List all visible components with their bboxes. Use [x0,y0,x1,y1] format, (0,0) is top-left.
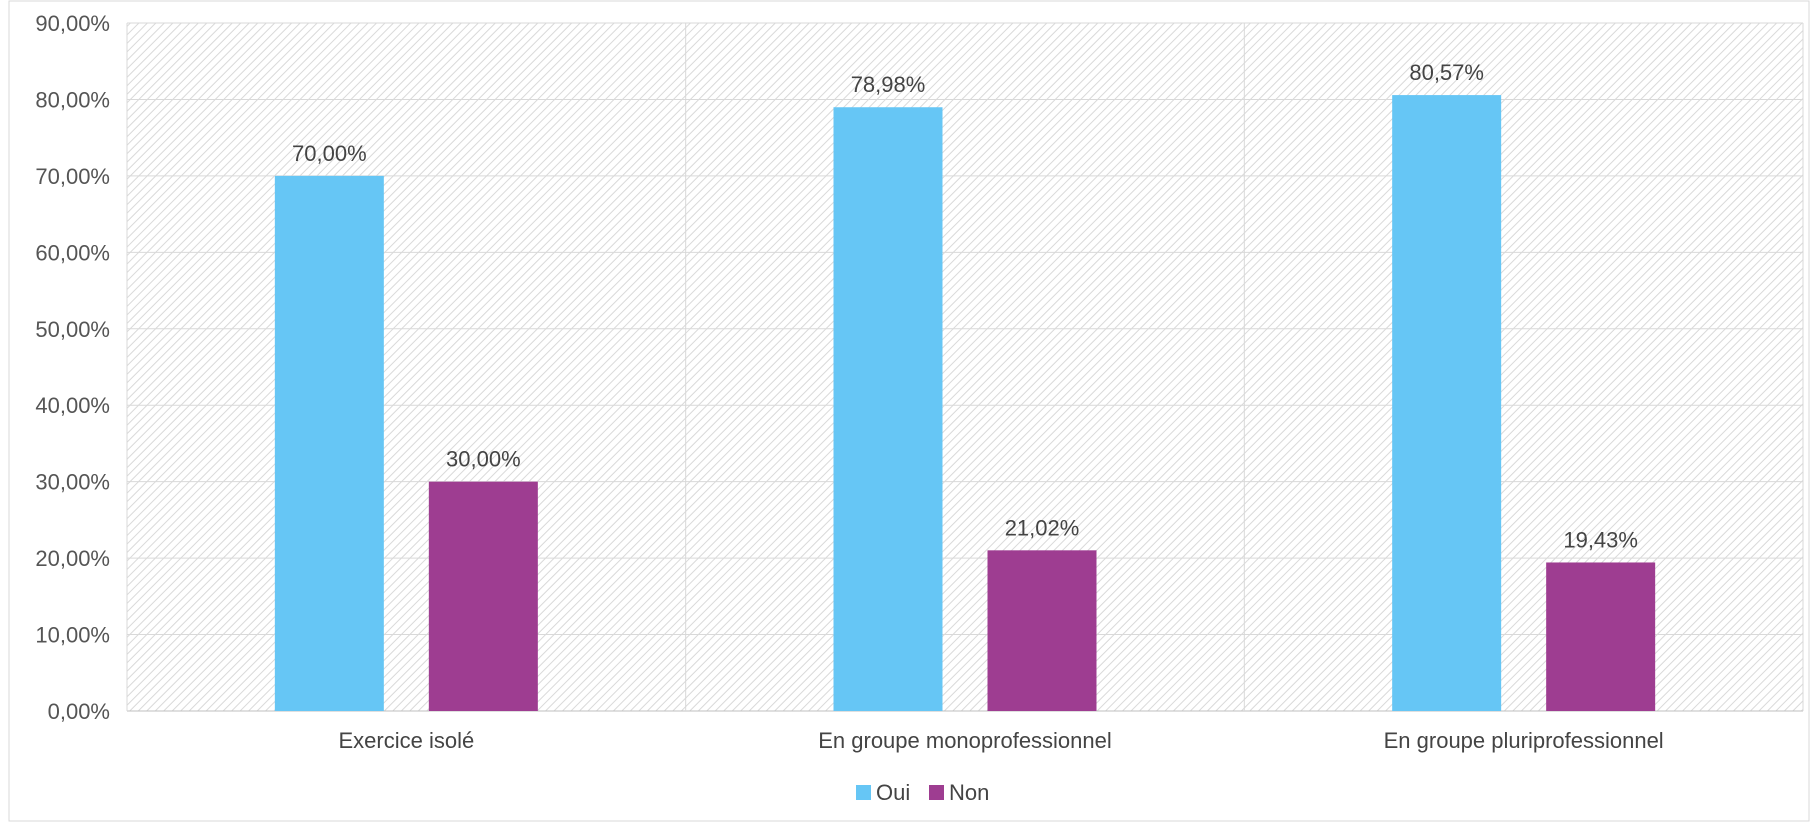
data-label: 21,02% [1005,515,1080,540]
y-tick-label: 70,00% [35,164,110,189]
y-tick-label: 40,00% [35,393,110,418]
bars [274,95,1656,712]
y-tick-label: 60,00% [35,240,110,265]
legend-label-oui: Oui [876,780,910,805]
bar-non-0 [428,481,538,711]
legend-swatch-non [929,785,944,800]
bar-non-2 [1546,562,1656,711]
data-label: 30,00% [446,447,521,472]
legend: Oui Non [856,780,989,805]
x-tick-label: En groupe pluriprofessionnel [1384,728,1664,753]
gridlines [126,22,1804,712]
x-tick-label: Exercice isolé [338,728,474,753]
plot-area [127,23,1803,711]
y-tick-label: 50,00% [35,317,110,342]
bar-oui-2 [1392,95,1502,712]
y-axis: 0,00% 10,00% 20,00% 30,00% 40,00% 50,00% 60,00… [35,11,110,724]
y-tick-label: 10,00% [35,623,110,648]
legend-swatch-oui [856,785,871,800]
chart-frame [8,0,1810,822]
data-labels: 70,00% 78,98% 80,57% 30,00% 21,02% 19,43% [292,60,1638,552]
y-tick-label: 80,00% [35,87,110,112]
data-label: 70,00% [292,141,367,166]
bar-oui-1 [833,107,943,712]
x-axis: Exercice isolé En groupe monoprofessionne… [338,728,1663,753]
y-tick-label: 90,00% [35,11,110,36]
data-label: 80,57% [1409,60,1484,85]
bar-oui-0 [274,175,384,711]
bar-non-1 [987,550,1097,711]
legend-label-non: Non [949,780,989,805]
data-label: 78,98% [851,72,926,97]
data-label: 19,43% [1563,527,1638,552]
y-tick-label: 20,00% [35,546,110,571]
y-tick-label: 0,00% [48,699,110,724]
y-tick-label: 30,00% [35,470,110,495]
x-tick-label: En groupe monoprofessionnel [818,728,1112,753]
